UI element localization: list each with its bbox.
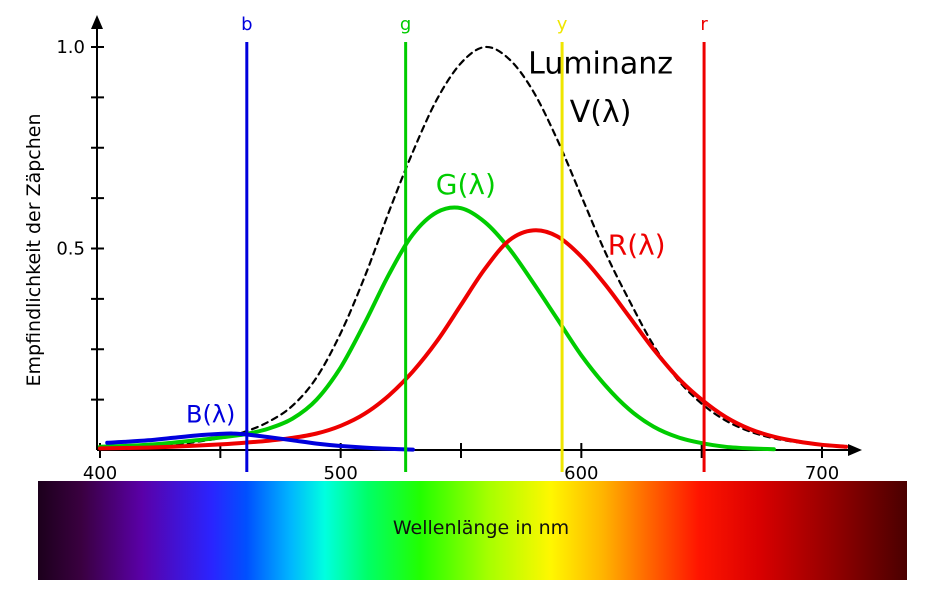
x-tick-label: 400 xyxy=(83,463,117,484)
y-axis-arrow-icon xyxy=(91,15,103,29)
curve-r xyxy=(98,228,849,451)
annotation-r-lambda: R(λ) xyxy=(608,228,666,261)
x-tick-label: 600 xyxy=(564,463,598,484)
y-tick-label: 1.0 xyxy=(56,37,85,58)
annotation-v-lambda: V(λ) xyxy=(570,95,632,130)
vline-label-r: r xyxy=(700,14,708,35)
y-tick-label: 0.5 xyxy=(56,239,85,260)
annotation-b-lambda: B(λ) xyxy=(186,401,235,429)
curve-luminanz xyxy=(98,45,848,451)
x-tick-label: 500 xyxy=(323,463,357,484)
x-tick-label: 700 xyxy=(805,463,839,484)
curve-g xyxy=(98,205,776,452)
annotation-g-lambda: G(λ) xyxy=(436,168,496,201)
vline-label-b: b xyxy=(241,14,252,35)
annotation-luminanz: Luminanz xyxy=(528,47,673,82)
vline-label-g: g xyxy=(400,14,411,35)
vline-label-y: y xyxy=(557,14,568,35)
curve-b xyxy=(105,431,415,452)
spectrum-bar-label: Wellenlänge in nm xyxy=(392,517,570,539)
x-axis-arrow-icon xyxy=(848,444,862,456)
y-axis-label: Empfindlichkeit der Zäpchen xyxy=(23,113,45,387)
wavelength-spectrum-bar xyxy=(38,481,907,580)
